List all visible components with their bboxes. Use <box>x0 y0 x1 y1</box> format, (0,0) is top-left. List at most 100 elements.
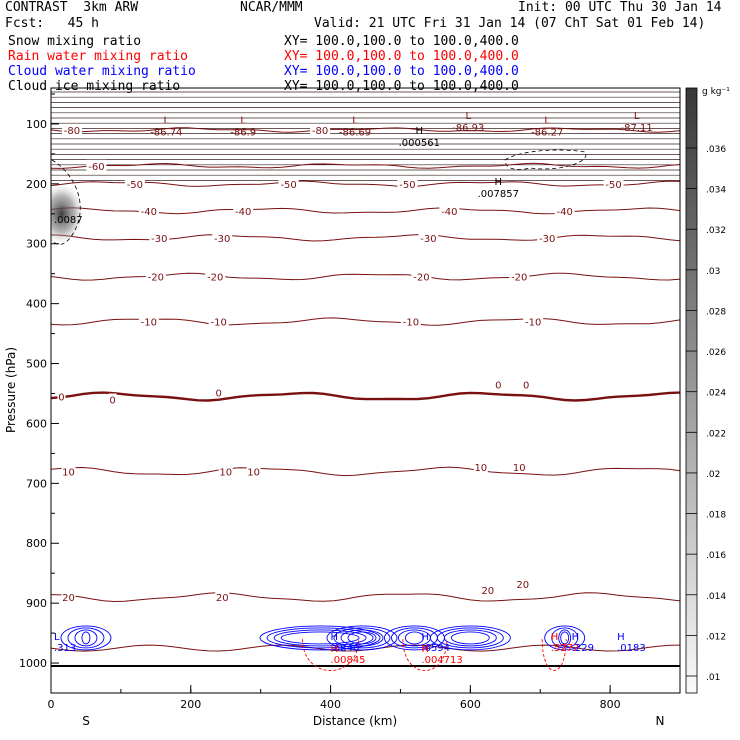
cloud-water-contour <box>450 631 490 645</box>
hydrometeor-value: .0087 <box>54 215 83 226</box>
y-tick-label: 600 <box>26 417 47 430</box>
label-bg <box>214 386 223 398</box>
colorbar-tick-label: .032 <box>706 226 726 236</box>
contour-label: -10 <box>403 318 419 329</box>
y-tick-label: 300 <box>26 238 47 251</box>
cloud-water-contour <box>347 631 377 645</box>
endpoint-left: S <box>82 714 90 728</box>
label-bg <box>246 465 261 477</box>
label-bg <box>233 204 254 216</box>
extremum-value: -86.74 <box>150 128 182 139</box>
colorbar-tick-label: .01 <box>706 673 720 683</box>
label-bg <box>278 177 299 189</box>
legend-rain-xy: XY= 100.0,100.0 to 100.0,400.0 <box>284 49 519 64</box>
label-bg <box>603 177 624 189</box>
cloud-water-contour <box>436 627 504 649</box>
label-bg <box>439 204 460 216</box>
isotherm--20 <box>51 272 680 281</box>
chart-center-label: NCAR/MMM <box>240 0 303 15</box>
isotherm--30 <box>51 234 680 242</box>
y-tick-label: 500 <box>26 358 47 371</box>
contour-label: 0 <box>216 388 222 399</box>
extremum-value: -86.27 <box>531 128 563 139</box>
legend-cloud-ice-xy: XY= 100.0,100.0 to 100.0,400.0 <box>284 79 519 94</box>
colorbar-tick-label: .026 <box>706 348 726 358</box>
cloud-water-contour <box>326 625 398 651</box>
contour-label: -40 <box>235 207 251 218</box>
extremum-low-marker: L <box>465 111 471 122</box>
label-bg <box>397 177 418 189</box>
contour-label: -10 <box>141 318 157 329</box>
y-tick-label: 100 <box>26 118 47 131</box>
hydrometeor-value: .004713 <box>421 655 462 666</box>
contour-label: -50 <box>127 180 143 191</box>
x-tick-label: 600 <box>460 698 481 711</box>
cloud-water-contour <box>81 631 91 645</box>
label-bg <box>208 315 229 327</box>
label-bg <box>494 378 503 390</box>
extremum-value: -86.93 <box>452 123 484 134</box>
x-tick-label: 800 <box>600 698 621 711</box>
x-tick-label: 0 <box>48 698 55 711</box>
contour-label: 0 <box>58 392 64 403</box>
chart-forecast-hour: Fcst: 45 h <box>5 16 99 31</box>
colorbar-tick-label: .018 <box>706 511 726 521</box>
contour-label: -10 <box>211 318 227 329</box>
chart-init-time: Init: 00 UTC Thu 30 Jan 14 <box>518 0 722 15</box>
y-tick-label: 900 <box>26 597 47 610</box>
y-tick-label: 1000 <box>19 657 47 670</box>
extremum-low-marker: L <box>240 116 246 127</box>
label-bg <box>61 591 76 603</box>
colorbar-tick-label: .012 <box>706 632 726 642</box>
contour-label: 0 <box>523 381 529 392</box>
colorbar-tick-label: .016 <box>706 551 726 561</box>
colorbar-tick-label: .02 <box>706 470 720 480</box>
contour-label: 10 <box>513 463 526 474</box>
extremum-value: -86.9 <box>230 128 256 139</box>
label-bg <box>218 465 233 477</box>
colorbar-tick-label: .03 <box>706 267 720 277</box>
contour-label: -50 <box>399 180 415 191</box>
contour-label: -50 <box>605 180 621 191</box>
label-bg <box>108 393 117 405</box>
label-bg <box>205 270 226 282</box>
contour-label: -80 <box>312 126 328 137</box>
legend-rain-name: Rain water mixing ratio <box>8 49 189 64</box>
endpoint-right: N <box>656 714 665 728</box>
extremum-value: .000561 <box>399 138 440 149</box>
extremum-low-marker: L <box>164 116 170 127</box>
axes: 0 200 400 600 800100200300400500600700800900… <box>19 93 621 711</box>
hydrometeor-value: .5272 <box>551 643 580 654</box>
cloud-water-contour <box>560 631 570 645</box>
contour-label: 20 <box>216 593 229 604</box>
rain-water-contour <box>402 639 448 671</box>
label-bg <box>57 390 66 402</box>
contour-label: -20 <box>207 273 223 284</box>
hydrometeor-marker: H <box>331 632 339 643</box>
hydrometeor-marker: H <box>421 632 429 643</box>
stratosphere-isotherms <box>51 91 680 181</box>
hydrometeor-value: .0183 <box>617 643 646 654</box>
extremum-low-marker: L <box>352 116 358 127</box>
contour-label: -30 <box>420 234 436 245</box>
contour-label: -20 <box>413 273 429 284</box>
label-bg <box>473 461 488 473</box>
contour-label: 20 <box>516 580 529 591</box>
hydrometeor-marker: H <box>331 644 339 655</box>
contour-label: 10 <box>247 467 260 478</box>
cloud-water-contour <box>67 627 105 649</box>
contour-label: -50 <box>280 180 296 191</box>
label-bg <box>512 461 527 473</box>
colorbar-tick-label: .036 <box>706 145 726 155</box>
contour-label: -30 <box>151 234 167 245</box>
contour-label: -40 <box>441 207 457 218</box>
cloud-water-contour <box>443 629 497 647</box>
chart-valid-time: Valid: 21 UTC Fri 31 Jan 14 (07 ChT Sat … <box>314 16 706 31</box>
contour-label: -20 <box>148 273 164 284</box>
hydrometeor-marker: H <box>572 632 580 643</box>
extremum-high-marker: H <box>416 126 424 137</box>
label-bg <box>515 577 530 589</box>
extremum-low-marker: L <box>544 116 550 127</box>
hydrometeor-marker: H <box>421 644 429 655</box>
legend-cloud-water-name: Cloud water mixing ratio <box>8 64 196 79</box>
